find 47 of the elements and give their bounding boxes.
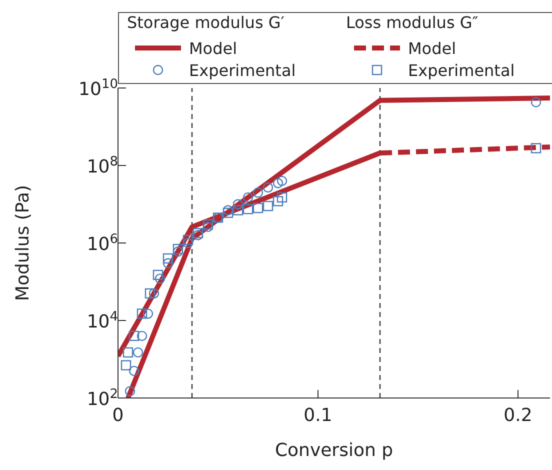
y-tick-label: 10$^{4}$	[86, 309, 118, 332]
point	[202, 219, 214, 230]
point	[242, 192, 254, 203]
point	[142, 308, 154, 319]
y-axis-title: Modulus (Pa)	[12, 184, 34, 302]
point	[136, 308, 148, 319]
point	[124, 386, 136, 396]
x-tick-label: 0.1	[304, 404, 332, 426]
y-tick-label: 10$^{6}$	[86, 232, 118, 255]
point	[128, 366, 140, 376]
point	[262, 182, 274, 193]
text: Storage modulus G′	[127, 13, 286, 34]
point	[162, 258, 174, 268]
point	[162, 253, 174, 264]
point	[128, 330, 140, 342]
point	[232, 199, 244, 210]
point	[132, 347, 144, 358]
legend-label: Model	[408, 38, 456, 58]
x-tick-label: 0.2	[504, 404, 532, 426]
point	[120, 360, 132, 370]
y-tick-label: 10$^{8}$	[86, 154, 118, 178]
point	[242, 204, 254, 214]
point	[152, 270, 164, 280]
point	[222, 208, 234, 218]
legend-label: Experimental	[408, 60, 515, 80]
point	[272, 178, 284, 188]
point	[276, 192, 288, 203]
legend-label: Model	[189, 38, 238, 58]
y-tick-label: 10$^{10}$	[78, 76, 118, 100]
x-axis-title: Conversion p	[274, 440, 394, 461]
x-tick-label: 0	[112, 404, 124, 426]
point	[154, 274, 166, 284]
point	[272, 196, 284, 206]
point	[182, 234, 194, 246]
point	[262, 200, 274, 212]
point	[172, 244, 184, 254]
point	[232, 205, 244, 216]
point	[122, 347, 134, 358]
point	[252, 187, 264, 198]
point	[530, 97, 542, 108]
point	[252, 202, 264, 214]
legend-label: Experimental	[189, 60, 296, 80]
point	[136, 330, 148, 342]
text: Loss modulus G″	[346, 13, 480, 34]
point	[144, 288, 156, 299]
point	[276, 176, 288, 186]
point	[530, 143, 542, 154]
